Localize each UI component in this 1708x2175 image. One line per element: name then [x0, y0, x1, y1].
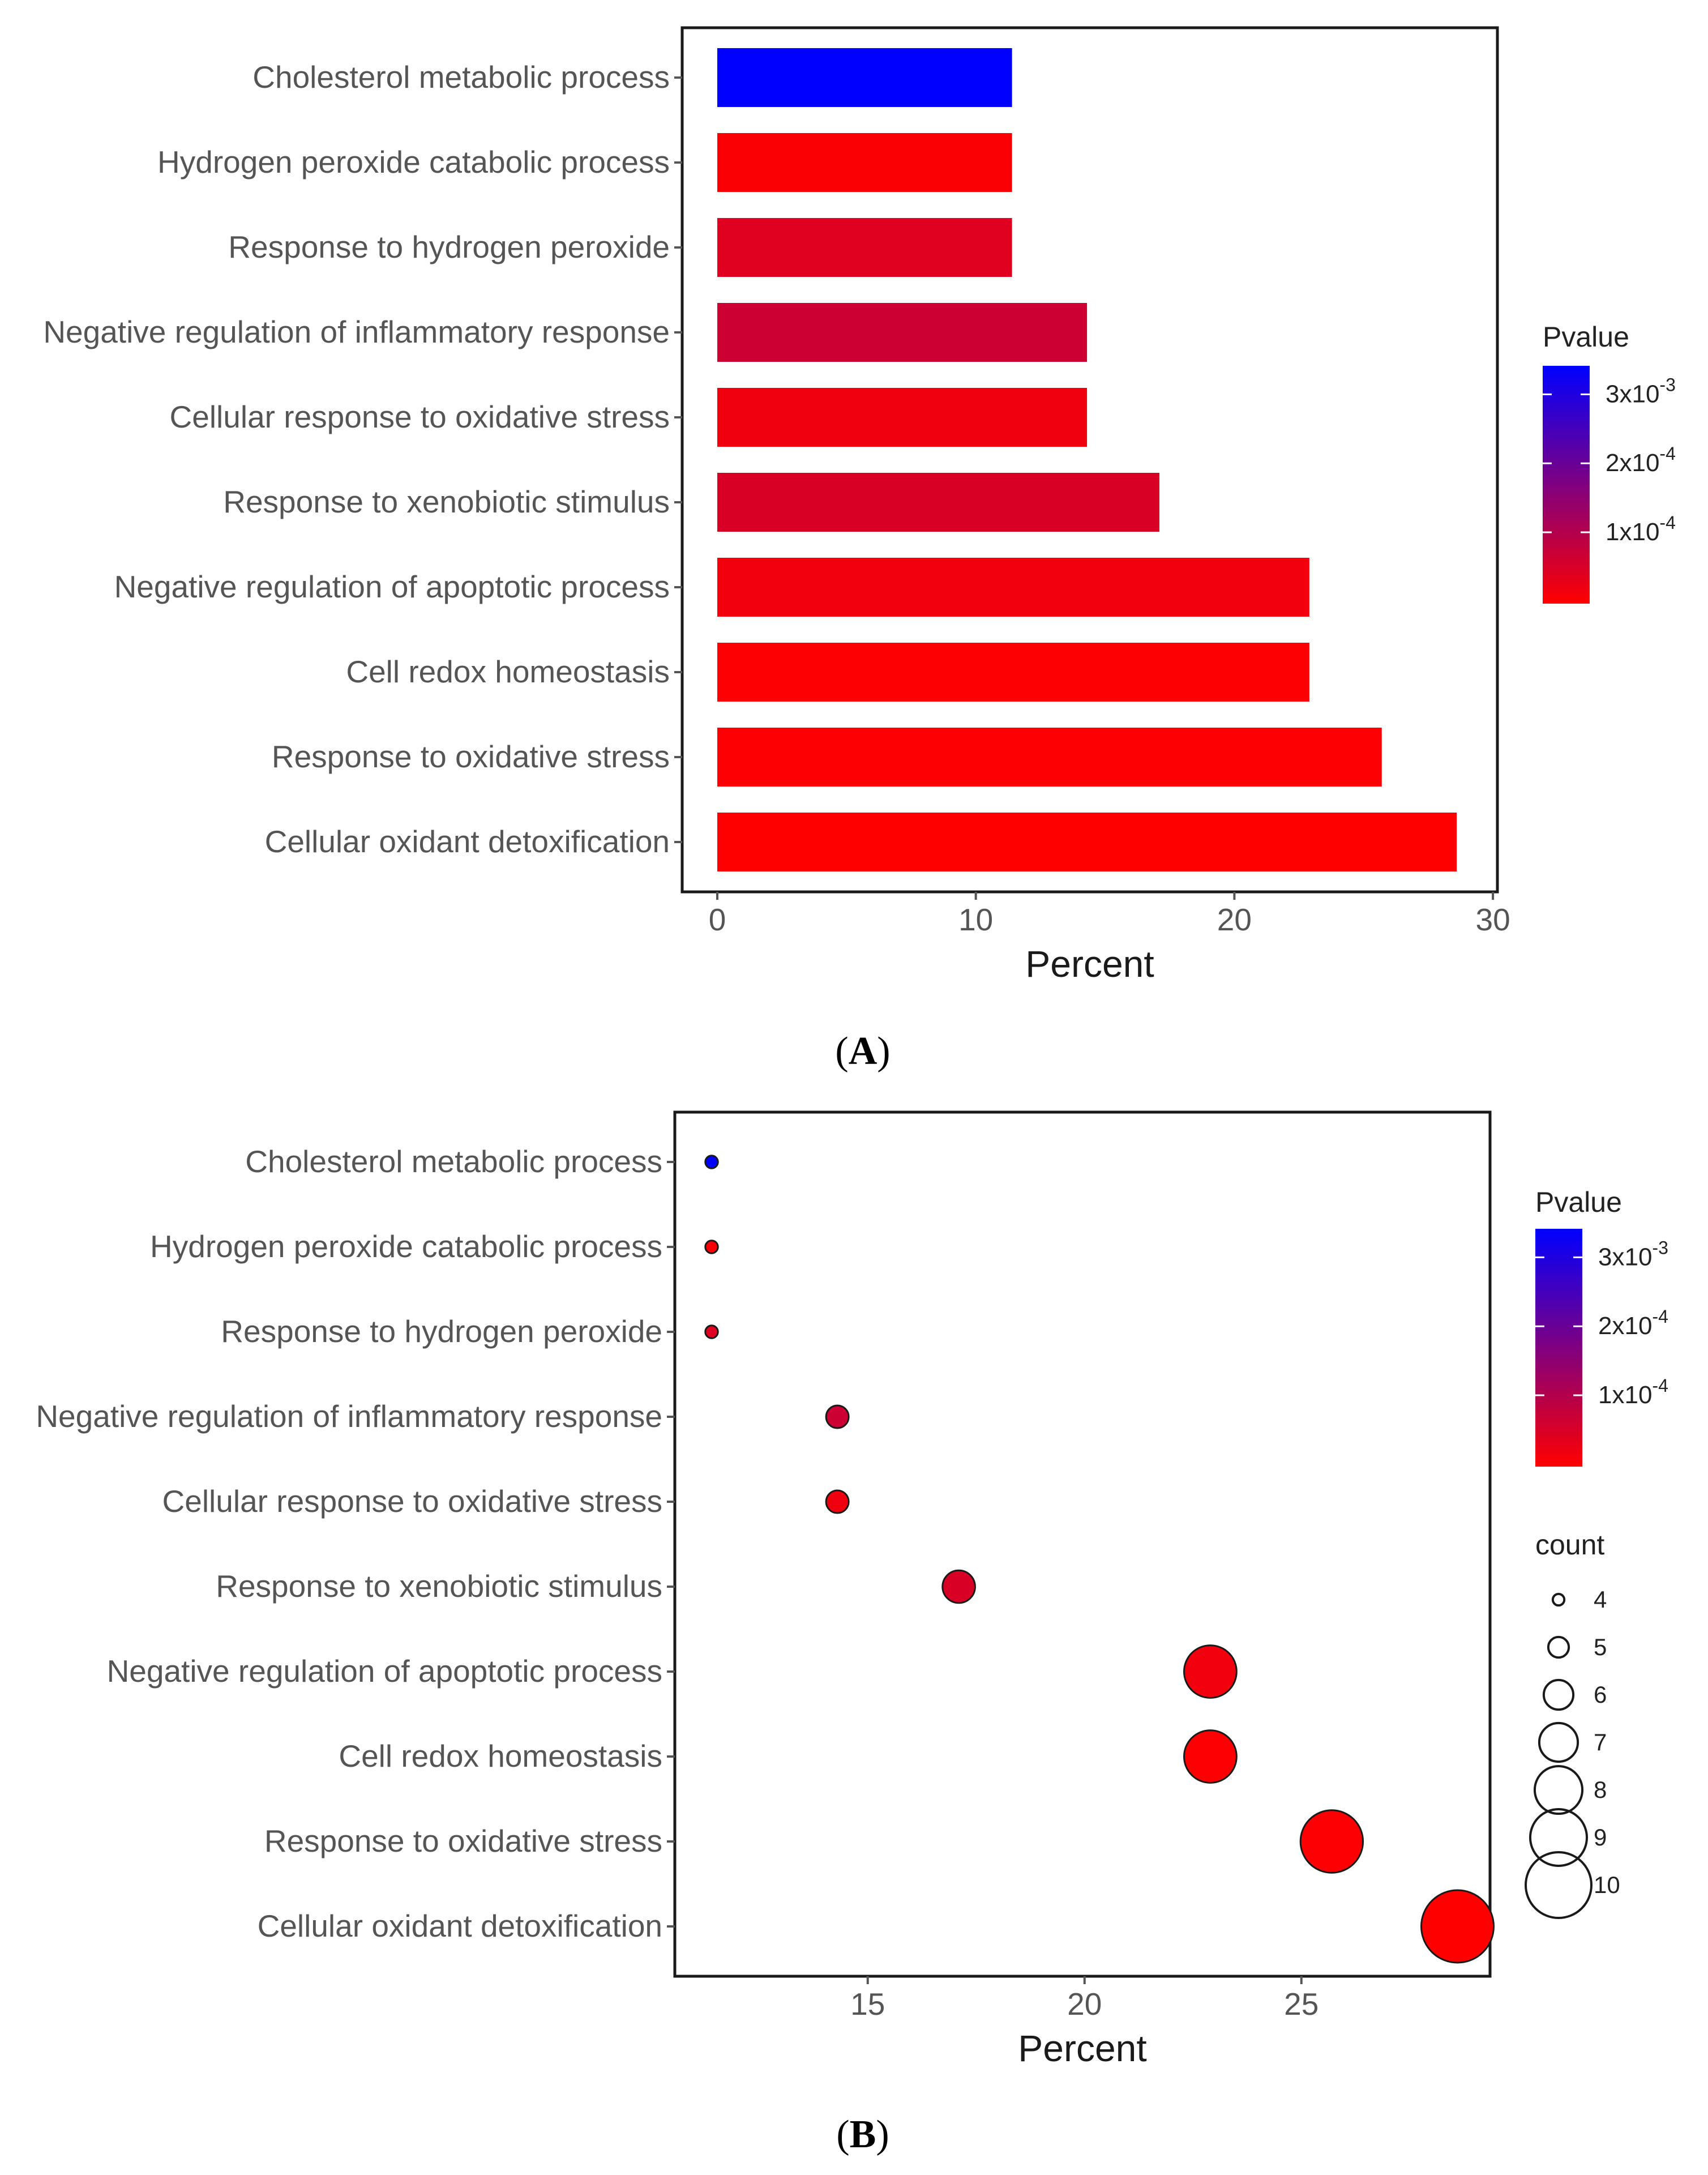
point-cholesterol-metabolic-process [704, 1155, 719, 1169]
panel-b-category-label: Response to oxidative stress [264, 1823, 662, 1858]
count-legend-key [1533, 1764, 1584, 1815]
panel-b-category-label: Response to hydrogen peroxide [221, 1314, 662, 1349]
count-legend-label: 5 [1594, 1634, 1607, 1660]
count-legend-label: 7 [1594, 1729, 1607, 1755]
panel-b-x-axis: 15 20 25 [850, 1976, 1319, 2022]
panel-a-category-label: Cellular oxidant detoxification [265, 824, 670, 859]
bar-cellular-response-to-oxidative-stress [717, 388, 1088, 447]
bar-negative-regulation-of-apoptotic-process [717, 558, 1309, 617]
panel-b-pvalue-legend: Pvalue 3x10-3 2x10-4 1x10-4 [1535, 1186, 1668, 1467]
count-legend-key [1538, 1721, 1579, 1763]
panel-b-category-label: Cellular response to oxidative stress [162, 1484, 662, 1519]
panel-a-x-tick-label: 30 [1476, 902, 1510, 937]
panel-b-label: (B) [836, 2113, 889, 2156]
panel-a-category-label: Cholesterol metabolic process [252, 59, 670, 95]
count-legend-label: 10 [1594, 1871, 1620, 1898]
panel-a-x-axis-title: Percent [1025, 943, 1154, 985]
panel-b-x-tick-label: 20 [1067, 1986, 1102, 2022]
panel-b-category-label: Negative regulation of inflammatory resp… [36, 1399, 662, 1434]
bar-response-to-hydrogen-peroxide [717, 218, 1012, 277]
panel-b-category-label: Negative regulation of apoptotic process [107, 1653, 662, 1689]
point-negative-regulation-of-apoptotic-process [1183, 1644, 1238, 1699]
count-legend-key [1529, 1807, 1589, 1868]
panel-a-colorbar-tick-label: 2x10-4 [1606, 443, 1676, 477]
point-cellular-response-to-oxidative-stress [825, 1489, 850, 1514]
panel-a-category-label: Cell redox homeostasis [346, 654, 670, 689]
panel-b-category-label: Cell redox homeostasis [339, 1738, 662, 1774]
panel-a-colorbar-tick-label: 3x10-3 [1606, 374, 1676, 408]
bar-hydrogen-peroxide-catabolic-process [717, 133, 1012, 192]
panel-b-colorbar-ticks: 3x10-3 2x10-4 1x10-4 [1535, 1237, 1668, 1409]
panel-b-colorbar [1535, 1229, 1582, 1467]
panel-a-category-labels: Cholesterol metabolic process Hydrogen pe… [43, 59, 682, 859]
panel-a-x-tick-label: 20 [1217, 902, 1252, 937]
panel-b-x-tick-label: 25 [1284, 1986, 1319, 2022]
point-response-to-xenobiotic-stimulus [941, 1569, 976, 1604]
panel-b-x-axis-title: Percent [1018, 2027, 1146, 2069]
panel-b-plot-frame [673, 1110, 1492, 1978]
panel-b-legend-title: Pvalue [1535, 1186, 1622, 1218]
bar-cell-redox-homeostasis [717, 643, 1309, 702]
panel-a-bars [717, 48, 1457, 871]
panel-b-colorbar-tick-label: 1x10-4 [1598, 1375, 1668, 1409]
panel-a-x-axis: 0 10 20 30 [709, 892, 1510, 937]
bar-cholesterol-metabolic-process [717, 48, 1012, 107]
count-legend-label: 6 [1594, 1681, 1607, 1708]
panel-a-x-tick-label: 0 [709, 902, 726, 937]
panel-b-category-labels: Cholesterol metabolic process Hydrogen pe… [36, 1144, 675, 1943]
count-legend-key [1551, 1592, 1566, 1607]
count-legend-label: 4 [1594, 1586, 1607, 1613]
panel-b-points [704, 1155, 1495, 1964]
panel-a-category-label: Response to oxidative stress [272, 739, 670, 774]
bar-cellular-oxidant-detoxification [717, 813, 1457, 871]
point-cellular-oxidant-detoxification [1420, 1889, 1495, 1964]
bar-response-to-xenobiotic-stimulus [717, 473, 1159, 532]
panel-b-x-tick-label: 15 [850, 1986, 885, 2022]
panel-a: Cholesterol metabolic process Hydrogen pe… [43, 26, 1676, 1073]
panel-a-category-label: Cellular response to oxidative stress [170, 399, 670, 434]
panel-a-pvalue-legend: Pvalue 3x10-3 2x10-4 1x10-4 [1543, 321, 1676, 604]
panel-b-category-label: Cellular oxidant detoxification [258, 1908, 662, 1943]
panel-a-colorbar [1543, 366, 1590, 604]
count-legend-label: 9 [1594, 1824, 1607, 1851]
panel-a-colorbar-ticks: 3x10-3 2x10-4 1x10-4 [1543, 374, 1676, 546]
panel-a-label: (A) [835, 1029, 890, 1073]
panel-a-category-label: Response to hydrogen peroxide [228, 229, 670, 264]
panel-b-count-legend-title: count [1535, 1529, 1604, 1561]
bar-response-to-oxidative-stress [717, 728, 1382, 787]
panel-a-x-tick-label: 10 [958, 902, 993, 937]
panel-b-count-legend: count 4 5 6 7 8 9 10 [1525, 1529, 1620, 1919]
count-legend-key [1542, 1678, 1575, 1711]
count-legend-label: 8 [1594, 1776, 1607, 1803]
panel-a-category-label: Negative regulation of inflammatory resp… [43, 314, 670, 349]
panel-a-legend-title: Pvalue [1543, 321, 1629, 353]
panel-b: Cholesterol metabolic process Hydrogen pe… [36, 1110, 1668, 2156]
panel-a-colorbar-tick-label: 1x10-4 [1606, 512, 1676, 546]
count-legend-key [1547, 1635, 1570, 1659]
point-negative-regulation-of-inflammatory-response [825, 1404, 850, 1429]
panel-a-category-label: Negative regulation of apoptotic process [114, 569, 670, 604]
panel-a-category-label: Response to xenobiotic stimulus [223, 484, 670, 519]
count-legend-key [1525, 1851, 1593, 1919]
bar-negative-regulation-of-inflammatory-response [717, 303, 1088, 362]
panel-b-colorbar-tick-label: 3x10-3 [1598, 1237, 1668, 1271]
panel-b-category-label: Cholesterol metabolic process [245, 1144, 662, 1179]
point-cell-redox-homeostasis [1183, 1729, 1238, 1784]
panel-b-count-legend-keys: 4 5 6 7 8 9 10 [1525, 1586, 1620, 1919]
panel-a-category-label: Hydrogen peroxide catabolic process [157, 144, 670, 180]
point-response-to-hydrogen-peroxide [704, 1324, 719, 1339]
panel-b-colorbar-tick-label: 2x10-4 [1598, 1306, 1668, 1340]
panel-b-category-label: Hydrogen peroxide catabolic process [150, 1229, 662, 1264]
point-hydrogen-peroxide-catabolic-process [704, 1240, 719, 1254]
panel-b-category-label: Response to xenobiotic stimulus [216, 1569, 662, 1604]
point-response-to-oxidative-stress [1299, 1809, 1364, 1874]
